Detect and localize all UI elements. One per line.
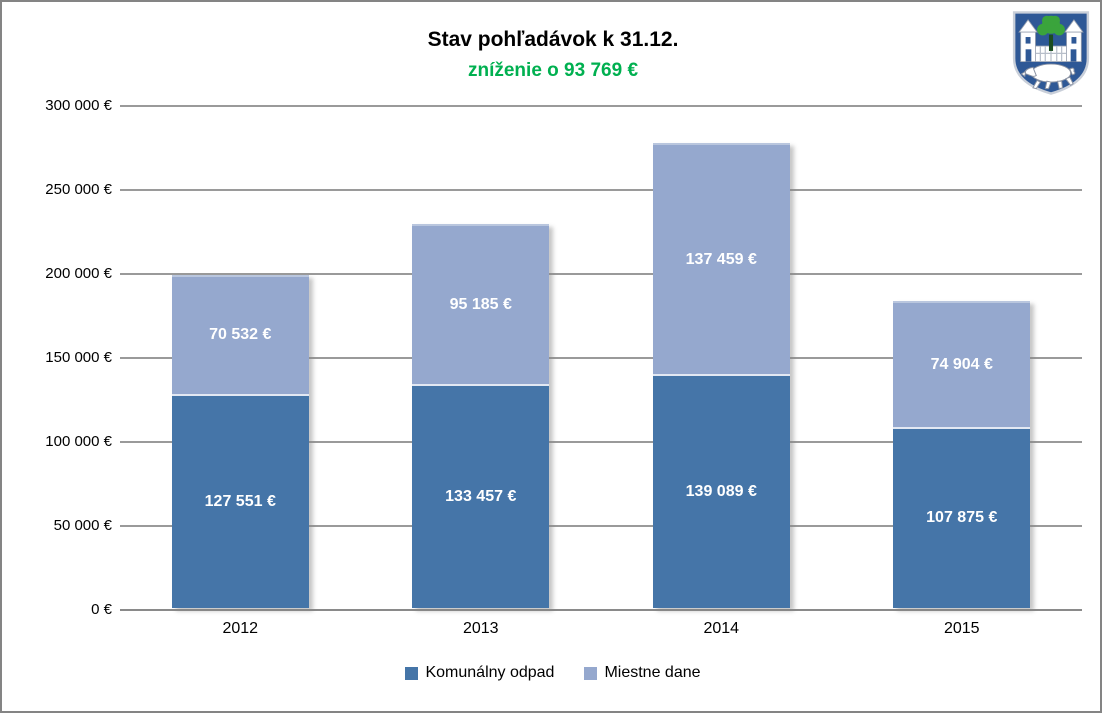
bar-segment-2014-miestne-dane: 137 459 € [652,143,790,375]
segment-value-label: 137 459 € [685,250,757,268]
town-coat-of-arms-icon [1012,11,1090,95]
bar-segment-2012-miestne-dane: 70 532 € [171,275,309,394]
legend-swatch-komunalny-odpad [405,666,419,680]
gridline [120,189,1082,191]
chart-title: Stav pohľadávok k 31.12. [427,28,679,51]
legend-label-komunalny-odpad: Komunálny odpad [425,664,555,681]
segment-value-label: 74 904 € [930,355,993,373]
legend: Komunálny odpad Miestne dane [2,664,1102,682]
segment-value-label: 70 532 € [209,326,272,344]
gridline [120,105,1082,107]
segment-value-label: 127 551 € [204,492,276,510]
bar-segment-2013-komunalny-odpad: 133 457 € [412,383,550,608]
segment-value-label: 133 457 € [445,487,517,505]
y-axis-tick-label: 200 000 € [45,265,112,282]
bar-segment-2013-miestne-dane: 95 185 € [412,223,550,384]
bar-segment-2012-komunalny-odpad: 127 551 € [171,393,309,608]
gridline [120,357,1082,359]
bar-segment-2014-komunalny-odpad: 139 089 € [652,374,790,608]
chart-subtitle: zníženie o 93 769 € [467,60,639,81]
y-axis-tick-label: 150 000 € [45,349,112,366]
y-axis-tick-label: 100 000 € [45,433,112,450]
y-axis-tick-label: 0 € [91,601,112,618]
bar-segment-2015-miestne-dane: 74 904 € [893,300,1031,427]
y-axis-tick-label: 250 000 € [45,181,112,198]
legend-label-miestne-dane: Miestne dane [604,664,701,681]
segment-value-label: 107 875 € [926,509,998,527]
gridline [120,273,1082,275]
bar-segment-2015-komunalny-odpad: 107 875 € [893,426,1031,608]
segment-value-label: 139 089 € [685,483,757,501]
x-axis-category-label: 2012 [222,620,259,637]
legend-item-miestne-dane: Miestne dane [584,664,701,682]
x-axis-line [120,609,1082,611]
legend-swatch-miestne-dane [584,666,598,680]
gridline [120,441,1082,443]
x-axis-category-label: 2013 [462,620,499,637]
legend-item-komunalny-odpad: Komunálny odpad [405,664,554,682]
bar-2013: 95 185 € 133 457 € [412,223,550,608]
bar-2014: 137 459 € 139 089 € [652,143,790,608]
x-axis-category-label: 2015 [943,620,980,637]
x-axis-category-label: 2014 [703,620,740,637]
bar-2015: 74 904 € 107 875 € [893,300,1031,608]
plot-area: 70 532 € 127 551 € 95 185 € 133 457 € 137 45… [120,105,1082,611]
bar-2012: 70 532 € 127 551 € [171,275,309,608]
y-axis-tick-label: 50 000 € [53,517,112,534]
y-axis-tick-label: 300 000 € [45,97,112,114]
gridline [120,525,1082,527]
segment-value-label: 95 185 € [449,295,512,313]
